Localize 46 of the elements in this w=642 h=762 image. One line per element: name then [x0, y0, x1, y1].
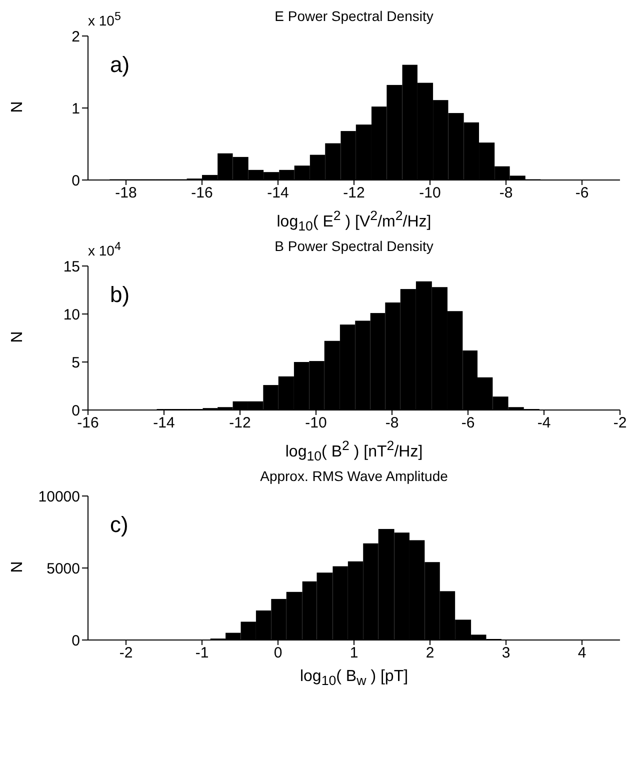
x-tick-label: 0	[274, 644, 282, 662]
y-tick-label: 10	[63, 306, 80, 324]
x-axis-title: log$_{10}$( B$_{w}$ ) [pT]	[298, 668, 410, 690]
y-tick-label: 15	[63, 258, 80, 276]
y-tick-label: 5	[72, 354, 80, 372]
x-tick-label: -2	[613, 414, 627, 432]
annotation: c)	[110, 512, 128, 538]
x-tick-label: 3	[502, 644, 510, 662]
x-tick-label: -8	[385, 414, 399, 432]
y-tick-label: 10000	[38, 488, 80, 506]
x-tick-label: -8	[499, 184, 513, 202]
annotation: a)	[110, 52, 130, 78]
x-tick-label: 4	[578, 644, 586, 662]
y-axis-title: N	[9, 560, 27, 575]
y-tick-label: 2	[72, 28, 80, 46]
y-tick-label: 0	[72, 402, 80, 420]
annotation: b)	[110, 282, 130, 308]
x-tick-label: -4	[537, 414, 551, 432]
x-tick-label: -14	[267, 184, 289, 202]
x-tick-label: -10	[419, 184, 441, 202]
x-tick-label: -14	[153, 414, 175, 432]
y-tick-label: 0	[72, 632, 80, 650]
y-axis-title: N	[9, 100, 27, 115]
y-axis-title: N	[9, 330, 27, 345]
x-tick-label: -6	[575, 184, 589, 202]
x-axis-title: log$_{10}$( B$^{2}$ ) [nT$^{2}$/Hz]	[284, 438, 424, 466]
x-tick-label: -18	[115, 184, 137, 202]
text: x 10$^{5}$	[88, 10, 121, 29]
y-tick-label: 5000	[46, 560, 80, 578]
chart-title: Approx. RMS Wave Amplitude	[259, 468, 449, 486]
x-tick-label: -16	[77, 414, 99, 432]
chart-title: B Power Spectral Density	[274, 238, 434, 254]
x-tick-label: -10	[305, 414, 327, 432]
x-tick-label: 2	[426, 644, 434, 662]
x-tick-label: -1	[195, 644, 209, 662]
x-tick-label: 1	[350, 644, 358, 662]
text: x 10$^{4}$	[88, 240, 121, 259]
text: log$_{10}$( E$^{2}$ ) [V$^{2}$/m$^{2}$/Hz]	[276, 208, 432, 234]
y-tick-label: 0	[72, 172, 80, 190]
x-tick-label: -16	[191, 184, 213, 202]
x-tick-label: -2	[119, 644, 133, 662]
y-tick-label: 1	[72, 100, 80, 118]
chart-title: E Power Spectral Density	[274, 8, 434, 24]
x-tick-label: -6	[461, 414, 475, 432]
x-tick-label: -12	[229, 414, 251, 432]
x-tick-label: -12	[343, 184, 365, 202]
